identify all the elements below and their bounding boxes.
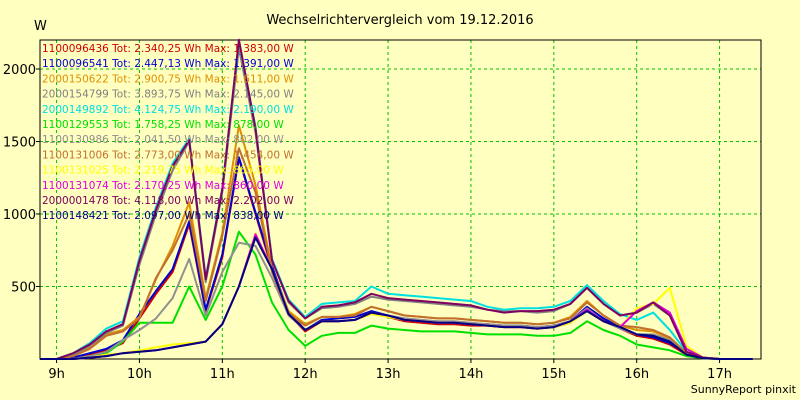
y-axis: 500 1000 1500 2000 bbox=[3, 63, 40, 296]
legend: 1100096436 Tot: 2.340,25 Wh Max: 1.383,0… bbox=[42, 43, 294, 222]
x-tick-label: 13h bbox=[376, 367, 401, 382]
plot-area bbox=[39, 39, 762, 360]
x-tick-label: 12h bbox=[293, 367, 318, 382]
legend-entry: 2000001478 Tot: 4.118,00 Wh Max: 2.202,0… bbox=[42, 195, 294, 207]
x-tick-label: 11h bbox=[210, 367, 235, 382]
y-tick-label: 1000 bbox=[3, 208, 36, 223]
x-tick-label: 15h bbox=[541, 367, 566, 382]
y-tick-label: 1500 bbox=[3, 136, 36, 151]
series-line bbox=[40, 233, 753, 360]
y-tick-label: 500 bbox=[11, 281, 36, 296]
x-tick-label: 16h bbox=[624, 367, 649, 382]
y-tick-label: 2000 bbox=[3, 63, 36, 78]
footer-credit: SunnyReport pinxit bbox=[691, 383, 797, 396]
x-tick-label: 9h bbox=[48, 367, 65, 382]
legend-entry: 1100096541 Tot: 2.447,13 Wh Max: 1.391,0… bbox=[42, 58, 294, 70]
legend-entry: 1100148421 Tot: 2.097,00 Wh Max: 838,00 … bbox=[42, 210, 284, 222]
series-line bbox=[40, 38, 753, 360]
legend-entry: 1100129553 Tot: 1.758,25 Wh Max: 878,00 … bbox=[42, 119, 284, 131]
series-line bbox=[40, 40, 753, 360]
legend-entry: 1100131006 Tot: 2.773,00 Wh Max: 1.454,0… bbox=[42, 149, 294, 161]
x-axis: 9h 10h 11h 12h 13h 14h 15h 16h 17h bbox=[48, 359, 732, 382]
legend-entry: 2000150622 Tot: 2.900,75 Wh Max: 1.611,0… bbox=[42, 73, 294, 85]
legend-entry: 1100131025 Tot: 2.219,75 Wh Max: 865,00 … bbox=[42, 165, 284, 177]
x-tick-label: 14h bbox=[459, 367, 484, 382]
legend-entry: 1100131074 Tot: 2.170,25 Wh Max: 860,00 … bbox=[42, 180, 284, 192]
series-line bbox=[40, 147, 753, 360]
series-line bbox=[40, 232, 753, 360]
legend-entry: 2000149892 Tot: 4.124,75 Wh Max: 2.190,0… bbox=[42, 104, 294, 116]
legend-entry: 1100130986 Tot: 2.041,50 Wh Max: 802,00 … bbox=[42, 134, 284, 146]
chart-title: Wechselrichtervergleich vom 19.12.2016 bbox=[266, 13, 533, 28]
y-axis-label: W bbox=[34, 19, 47, 34]
x-tick-label: 17h bbox=[707, 367, 732, 382]
series-line bbox=[40, 230, 753, 360]
series-line bbox=[40, 236, 753, 360]
legend-entry: 2000154799 Tot: 3.893,75 Wh Max: 2.145,0… bbox=[42, 89, 294, 101]
legend-entry: 1100096436 Tot: 2.340,25 Wh Max: 1.383,0… bbox=[42, 43, 294, 55]
series-lines bbox=[40, 38, 753, 360]
x-tick-label: 10h bbox=[127, 367, 152, 382]
